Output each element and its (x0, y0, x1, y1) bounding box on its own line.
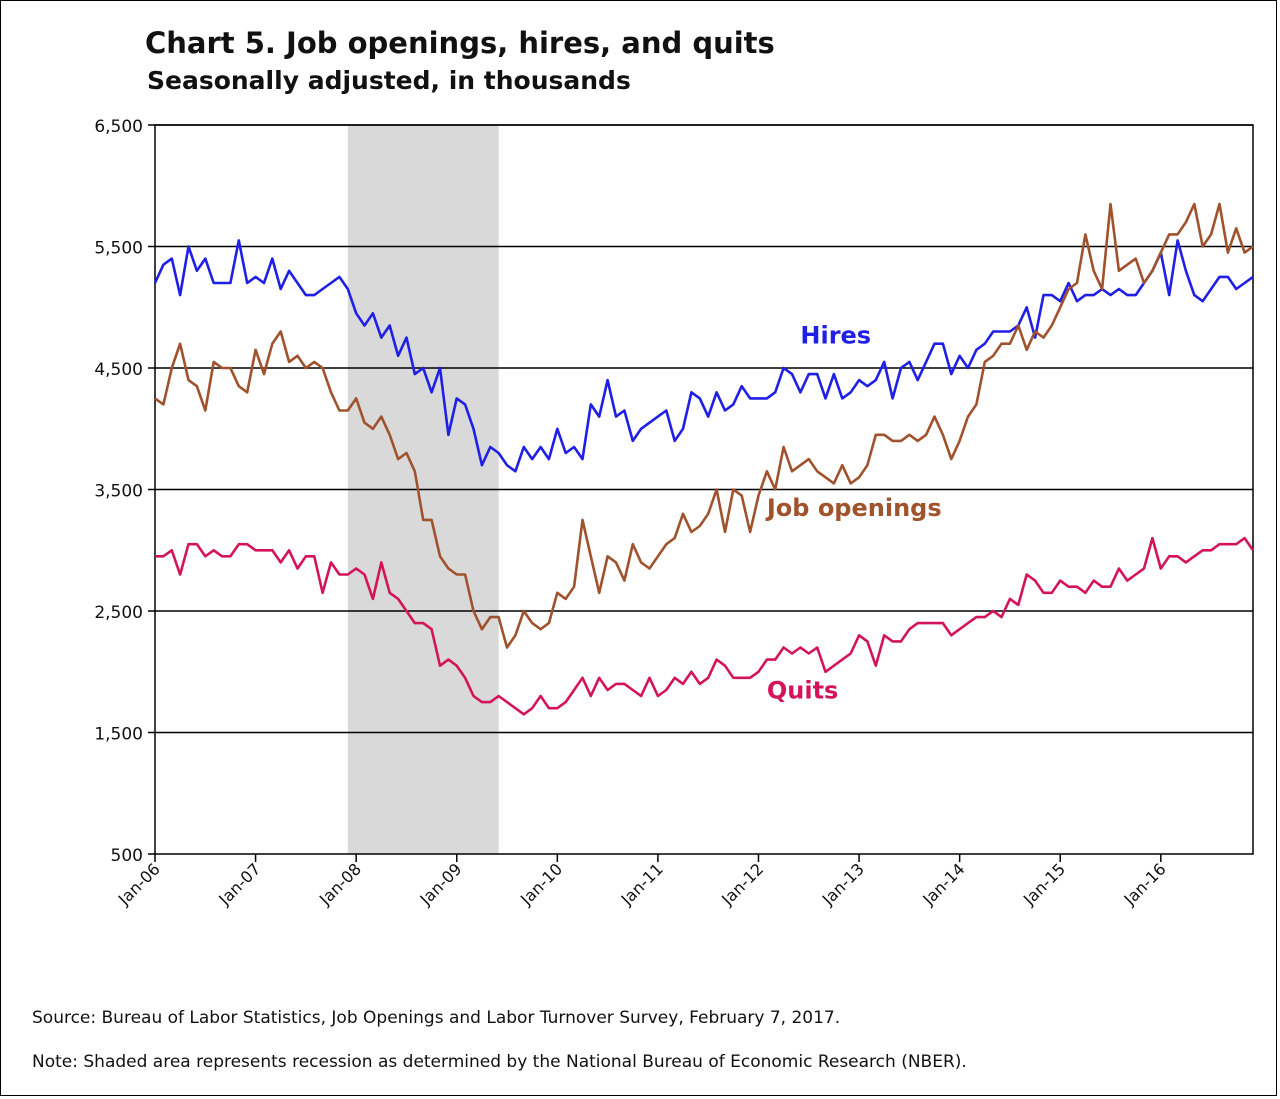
x-tick-label: Jan-07 (214, 859, 264, 909)
x-tick-label: Jan-10 (516, 859, 566, 909)
series-label-job-openings: Job openings (765, 494, 942, 522)
plot-border (154, 124, 1254, 855)
x-tick-label: Jan-12 (717, 859, 767, 909)
series-label-quits: Quits (767, 676, 838, 704)
x-tick-label: Jan-09 (416, 859, 466, 909)
x-tick-label: Jan-16 (1120, 859, 1170, 909)
y-tick-label: 2,500 (94, 603, 143, 623)
y-tick-label: 1,500 (94, 725, 143, 745)
x-tick-label: Jan-08 (315, 859, 365, 909)
series-line-job-openings (154, 202, 1254, 649)
y-tick-label: 5,500 (94, 239, 143, 259)
x-tick-label: Jan-14 (918, 859, 968, 909)
chart-title: Chart 5. Job openings, hires, and quits (145, 26, 775, 60)
series-line-quits (155, 536, 1255, 716)
x-tick-label: Jan-11 (617, 859, 667, 909)
y-tick-label: 500 (111, 846, 143, 866)
y-tick-label: 3,500 (94, 482, 143, 502)
source-note: Source: Bureau of Labor Statistics, Job … (32, 1008, 841, 1028)
y-tick-label: 4,500 (94, 360, 143, 380)
chart-plot: 500 1,500 2,500 3,500 4,500 5,500 6,500 Jan-06 J… (94, 117, 1255, 909)
x-tick-label: Jan-06 (114, 859, 164, 909)
series-line-hires (153, 239, 1254, 473)
recession-note: Note: Shaded area represents recession a… (32, 1052, 967, 1072)
chart-subtitle: Seasonally adjusted, in thousands (147, 66, 631, 95)
y-tick-label: 6,500 (94, 117, 143, 137)
series-label-hires: Hires (800, 322, 871, 350)
x-tick-label: Jan-13 (818, 859, 868, 909)
x-tick-label: Jan-15 (1019, 859, 1069, 909)
